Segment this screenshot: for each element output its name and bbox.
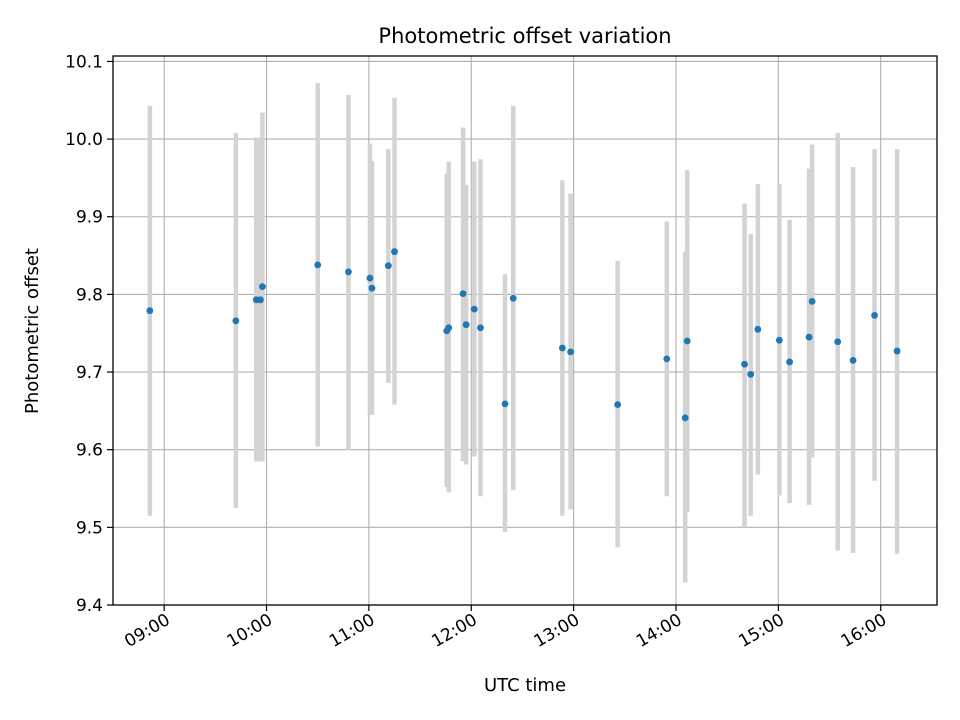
data-point	[786, 358, 794, 366]
y-tick-label: 9.7	[76, 363, 103, 383]
y-tick-label: 9.4	[76, 596, 103, 616]
data-point	[462, 321, 470, 329]
data-point	[384, 262, 392, 270]
chart-title: Photometric offset variation	[378, 24, 671, 48]
data-point	[314, 261, 322, 269]
y-axis-label: Photometric offset	[22, 248, 43, 414]
data-point	[808, 297, 816, 305]
data-point	[567, 348, 574, 356]
y-tick-label: 9.5	[76, 518, 103, 538]
data-point	[146, 307, 154, 315]
data-point	[477, 324, 484, 332]
data-point	[366, 274, 374, 282]
data-point	[893, 347, 901, 355]
data-points	[146, 248, 901, 422]
data-point	[871, 311, 878, 319]
data-point	[368, 284, 376, 292]
data-point	[834, 338, 842, 346]
data-point	[681, 414, 689, 422]
y-tick-label: 9.8	[76, 285, 103, 305]
plot-frame	[112, 55, 938, 606]
y-axis-ticks: 9.4 9.5 9.6 9.7 9.8 9.9 10.0 10.1	[65, 52, 113, 616]
x-axis-label: UTC time	[484, 675, 566, 696]
data-point	[232, 317, 240, 325]
data-point	[391, 248, 398, 256]
data-point	[558, 344, 566, 352]
y-tick-label: 9.6	[76, 441, 103, 461]
data-point	[445, 324, 453, 332]
data-point	[509, 294, 517, 302]
data-point	[775, 336, 783, 344]
data-point	[345, 268, 352, 276]
data-point	[501, 400, 509, 408]
data-point	[459, 290, 467, 298]
data-point	[747, 370, 755, 378]
data-point	[663, 355, 671, 363]
data-point	[741, 360, 748, 368]
y-tick-label: 10.0	[65, 130, 103, 150]
y-tick-label: 10.1	[65, 52, 103, 72]
data-point	[805, 333, 813, 341]
data-point	[256, 296, 264, 304]
data-point	[470, 305, 478, 313]
y-tick-label: 9.9	[76, 208, 103, 228]
data-point	[614, 401, 622, 409]
data-point	[754, 325, 762, 333]
data-point	[683, 337, 691, 345]
data-point	[259, 283, 266, 291]
data-point	[849, 356, 857, 364]
